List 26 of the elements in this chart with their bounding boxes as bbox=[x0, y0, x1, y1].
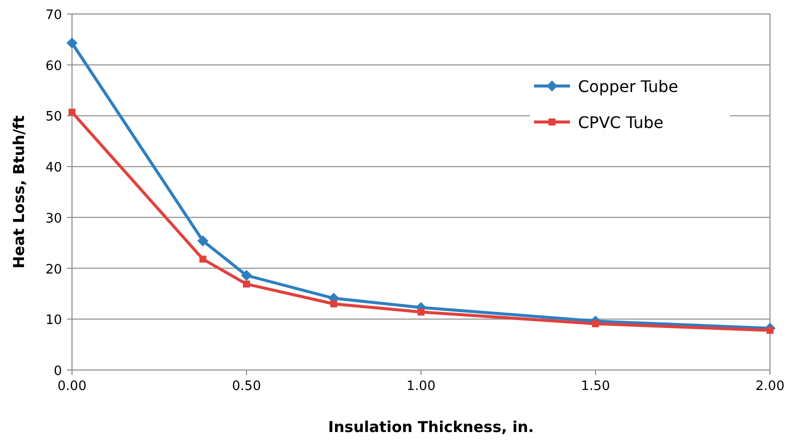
point bbox=[241, 270, 252, 281]
point bbox=[66, 37, 78, 48]
point bbox=[418, 308, 424, 316]
point bbox=[197, 235, 208, 246]
point bbox=[243, 280, 250, 288]
point bbox=[330, 300, 338, 308]
x-tick-label: 0.00 bbox=[58, 379, 86, 394]
x-tick-label: 1.50 bbox=[581, 379, 610, 394]
y-tick-label: 20 bbox=[45, 262, 62, 278]
point bbox=[199, 256, 206, 263]
x-tick-label: 1.00 bbox=[406, 379, 436, 394]
x-tick-label: 0.50 bbox=[232, 379, 261, 394]
legend-label: CPVC Tube bbox=[578, 113, 664, 132]
y-tick-label: 40 bbox=[45, 160, 62, 176]
x-tick-label: 2.00 bbox=[756, 379, 784, 394]
x-axis-title: Insulation Thickness, in. bbox=[328, 418, 534, 436]
y-tick-label: 0 bbox=[54, 364, 62, 379]
legend-label: Copper Tube bbox=[578, 77, 678, 96]
y-axis-title: Heat Loss, Btuh/ft bbox=[10, 115, 28, 269]
y-tick-label: 60 bbox=[45, 58, 62, 74]
y-tick-label: 70 bbox=[45, 8, 62, 23]
y-tick-label: 30 bbox=[45, 211, 62, 226]
point bbox=[766, 326, 774, 334]
y-tick-label: 10 bbox=[45, 313, 62, 328]
point bbox=[592, 320, 599, 328]
y-tick-label: 50 bbox=[45, 110, 62, 125]
